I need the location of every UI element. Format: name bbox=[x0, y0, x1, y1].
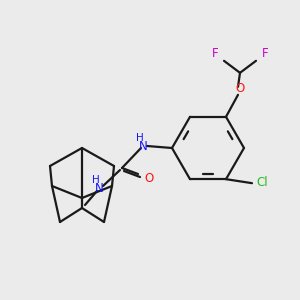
Text: N: N bbox=[94, 182, 103, 194]
Text: H: H bbox=[92, 175, 100, 185]
Text: F: F bbox=[262, 47, 268, 60]
Text: O: O bbox=[236, 82, 244, 95]
Text: Cl: Cl bbox=[256, 176, 268, 189]
Text: H: H bbox=[136, 133, 144, 143]
Text: N: N bbox=[139, 140, 147, 152]
Text: F: F bbox=[212, 47, 218, 60]
Text: O: O bbox=[144, 172, 154, 184]
